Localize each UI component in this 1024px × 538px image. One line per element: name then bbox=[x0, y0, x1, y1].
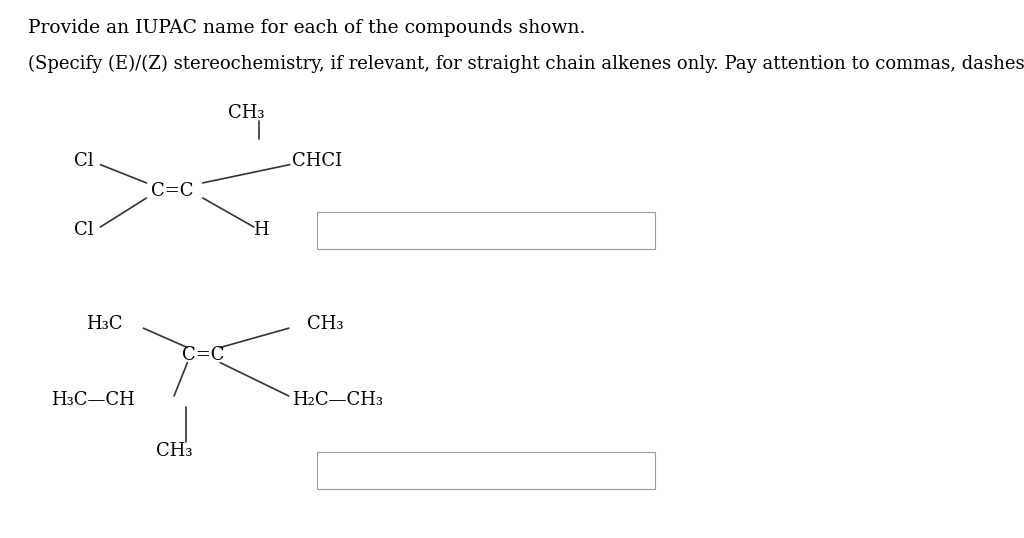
Bar bbox=[317, 452, 655, 489]
Bar bbox=[317, 212, 655, 249]
Text: (Specify (E)/(Z) stereochemistry, if relevant, for straight chain alkenes only. : (Specify (E)/(Z) stereochemistry, if rel… bbox=[28, 55, 1024, 73]
Text: CH₃: CH₃ bbox=[156, 442, 193, 460]
Text: Cl: Cl bbox=[74, 221, 94, 239]
Text: H₂C—CH₃: H₂C—CH₃ bbox=[292, 391, 383, 409]
Text: H: H bbox=[253, 221, 269, 239]
Text: Provide an IUPAC name for each of the compounds shown.: Provide an IUPAC name for each of the co… bbox=[28, 19, 585, 37]
Text: C=C: C=C bbox=[151, 182, 194, 200]
Text: H₃C: H₃C bbox=[86, 315, 123, 333]
Text: H₃C—CH: H₃C—CH bbox=[51, 391, 135, 409]
Text: CH₃: CH₃ bbox=[227, 104, 264, 122]
Text: CHCI: CHCI bbox=[292, 152, 342, 171]
Text: CH₃: CH₃ bbox=[307, 315, 344, 333]
Text: Cl: Cl bbox=[74, 152, 94, 171]
Text: C=C: C=C bbox=[181, 346, 224, 364]
